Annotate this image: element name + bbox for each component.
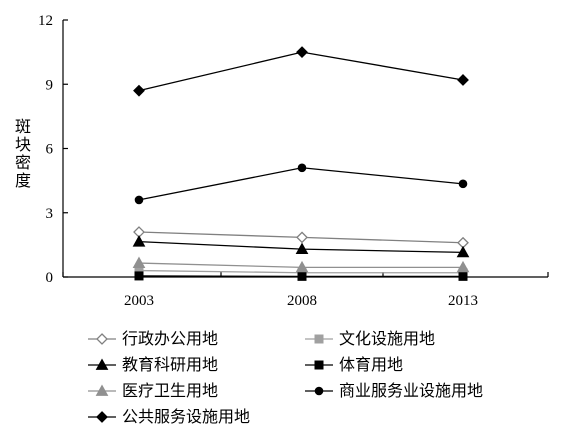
series-5 [132,256,470,273]
axes: 0 3 6 9 12 2003 2008 2013 斑块密度 [15,13,549,309]
plot-area [132,46,470,281]
data-point [458,179,468,189]
y-tick-label: 0 [46,270,54,286]
data-point [132,256,146,268]
legend-label: 体育用地 [339,355,403,374]
y-tick-label: 12 [38,13,53,29]
y-axis-label-char: 密 [15,153,31,172]
series-3 [132,235,470,258]
legend-label: 公共服务设施用地 [122,407,250,426]
data-point [132,235,146,247]
data-point [295,242,309,255]
data-point [133,84,145,97]
legend-label: 教育科研用地 [122,355,218,374]
data-point [295,260,309,273]
legend-marker [96,411,108,423]
legend-entry: 文化设施用地 [305,329,435,348]
series-7 [133,46,469,97]
x-tick-label: 2013 [448,293,478,309]
legend-label: 文化设施用地 [339,329,435,348]
legend-entry: 商业服务业设施用地 [305,381,483,400]
y-axis-label-char: 斑 [15,117,31,136]
series-4 [134,271,468,281]
data-point [458,271,468,281]
series-line [138,51,464,92]
legend-marker [314,334,324,344]
legend-marker [95,358,109,370]
legend-marker [95,384,109,396]
series-line [138,167,464,201]
y-axis-label-char: 块 [15,135,31,154]
legend-entry: 医疗卫生用地 [88,381,218,400]
data-point [134,271,144,281]
data-point [296,231,308,244]
data-point [297,271,307,281]
legend-entry: 体育用地 [305,355,403,374]
series-6 [134,163,468,205]
legend-entry: 公共服务设施用地 [88,407,250,426]
legend-marker [314,360,324,370]
data-point [296,46,308,59]
data-point [297,163,307,173]
legend-entry: 教育科研用地 [88,355,218,374]
data-point [456,245,470,258]
data-point [134,195,144,205]
legend-entry: 行政办公用地 [88,329,218,348]
legend-marker [314,386,324,396]
legend-label: 行政办公用地 [122,329,218,348]
y-axis-label: 斑块密度 [15,117,31,190]
y-tick-label: 6 [46,142,54,158]
y-tick-label: 3 [46,206,54,222]
y-tick-label: 9 [46,77,54,93]
legend-marker [96,333,108,345]
x-tick-label: 2008 [287,293,317,309]
y-axis-label-char: 度 [15,171,31,190]
legend-label: 商业服务业设施用地 [339,381,483,400]
x-tick-label: 2003 [124,293,154,309]
data-point [457,74,469,86]
legend-label: 医疗卫生用地 [122,381,218,400]
data-point [456,260,470,273]
